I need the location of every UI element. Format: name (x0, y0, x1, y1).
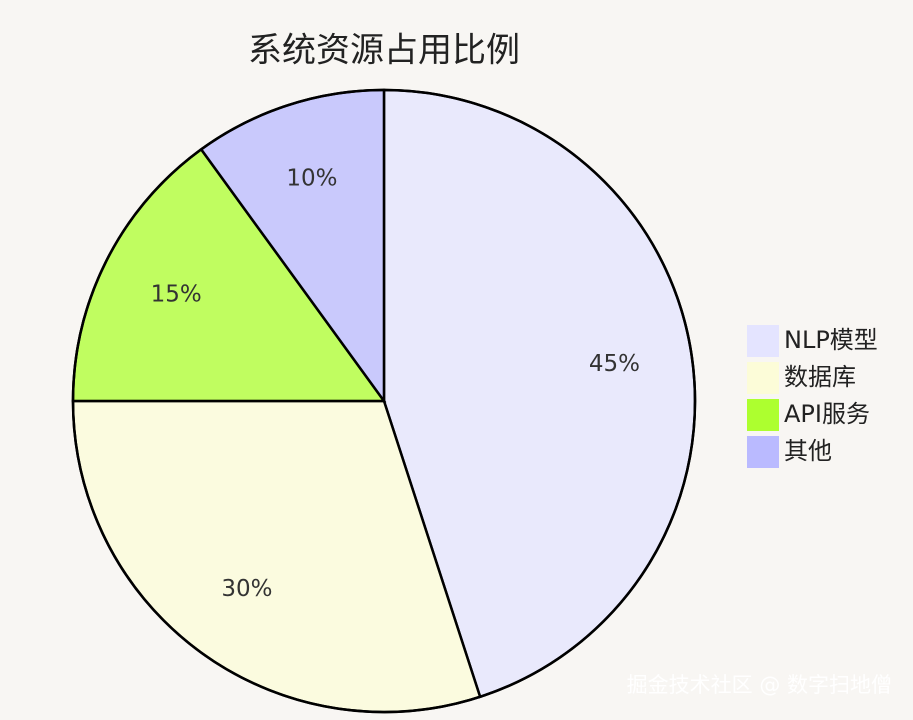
chart-title: 系统资源占用比例 (248, 31, 520, 71)
legend-label: API服务 (784, 400, 870, 428)
legend-swatch (747, 362, 779, 394)
data-label: 15% (151, 282, 202, 308)
pie-outline (71, 88, 697, 714)
legend-label: 数据库 (784, 363, 856, 391)
legend-swatch (747, 436, 779, 468)
legend-label: NLP模型 (784, 326, 878, 354)
data-label: 10% (286, 166, 337, 192)
watermark: 掘金技术社区 @ 数字扫地僧 (627, 673, 892, 697)
data-label: 30% (221, 576, 272, 602)
legend-swatch (747, 399, 779, 431)
legend-label: 其他 (784, 437, 832, 465)
legend-swatch (747, 325, 779, 357)
data-label: 45% (589, 351, 640, 377)
